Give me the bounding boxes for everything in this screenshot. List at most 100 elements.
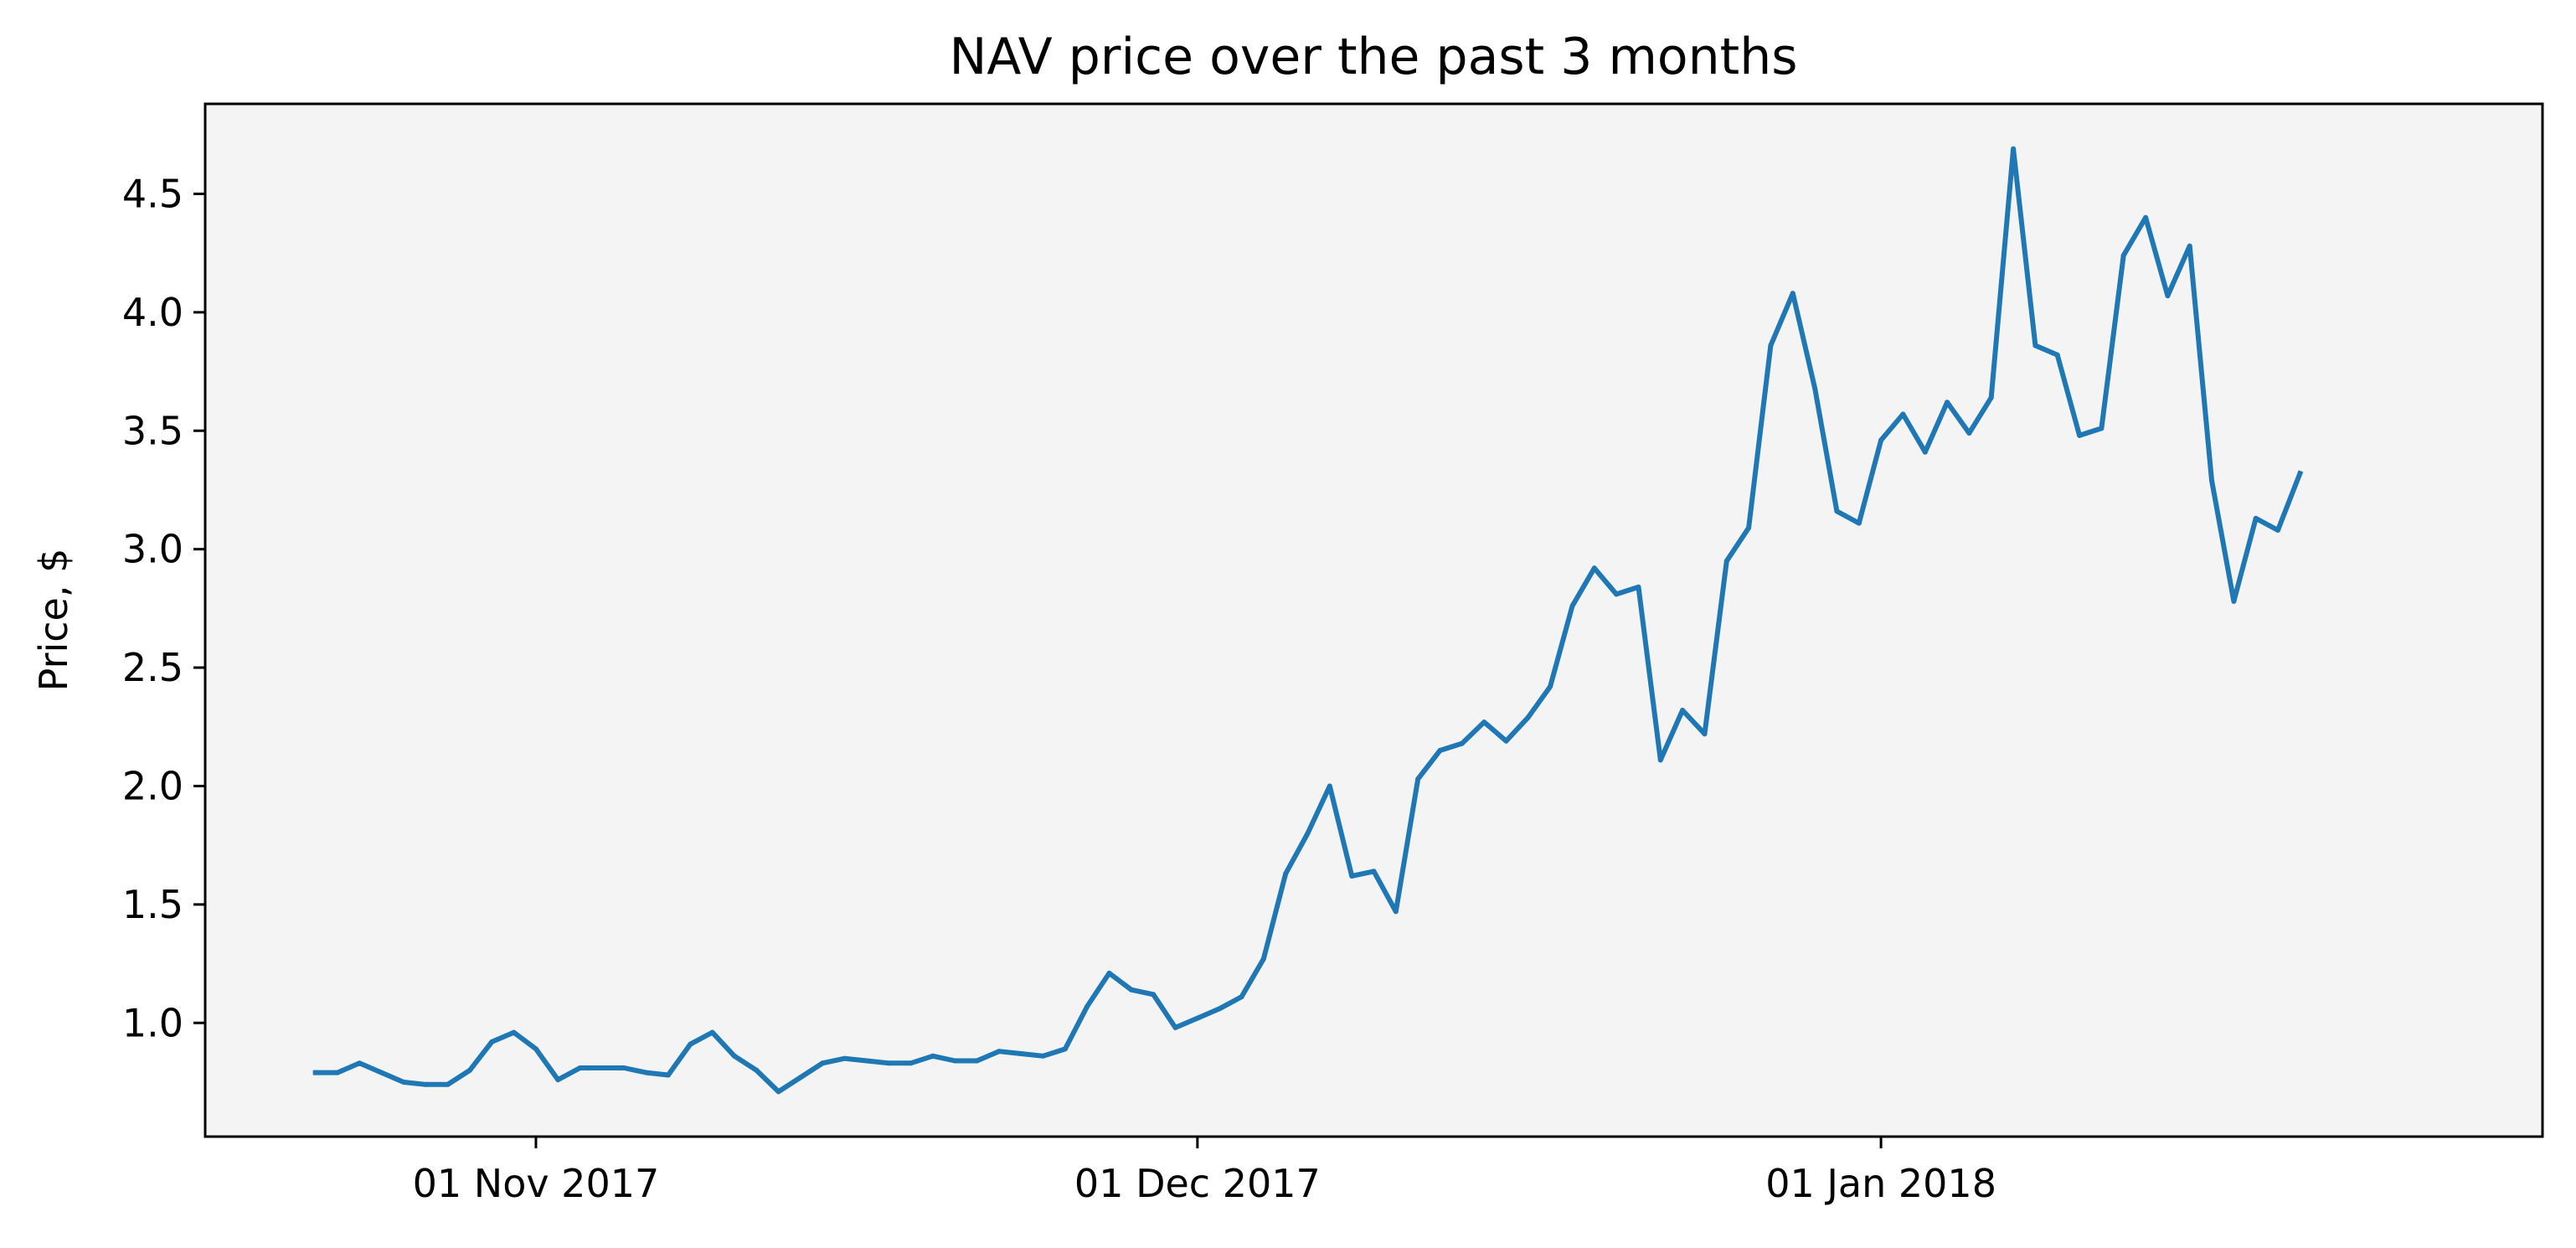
data-point	[820, 1060, 826, 1066]
data-point	[1812, 385, 1818, 391]
data-point	[2297, 471, 2303, 477]
plot-frame	[204, 102, 2544, 1138]
data-point	[1459, 740, 1465, 746]
data-point	[2120, 253, 2126, 258]
data-point	[2054, 352, 2060, 358]
data-point	[1327, 783, 1332, 789]
data-point	[1106, 970, 1112, 976]
data-point	[1856, 520, 1862, 526]
data-point	[1084, 1003, 1090, 1009]
y-axis-label: Price, $	[31, 549, 76, 692]
y-tick-label: 4.0	[122, 290, 183, 335]
data-point	[2209, 477, 2214, 483]
data-point	[379, 1070, 384, 1075]
data-point	[1922, 449, 1928, 455]
data-point	[863, 1058, 869, 1064]
data-point	[1680, 708, 1686, 713]
plot-area	[205, 104, 2543, 1137]
data-point	[1988, 395, 1994, 400]
data-point	[2032, 343, 2038, 348]
data-point	[731, 1053, 737, 1059]
y-tick-label: 4.5	[122, 171, 183, 216]
data-point	[1746, 525, 1752, 531]
data-point	[643, 1070, 649, 1075]
data-point	[511, 1029, 517, 1035]
data-point	[2231, 598, 2237, 604]
data-point	[908, 1060, 914, 1066]
data-point	[1415, 776, 1421, 781]
data-point	[1503, 738, 1509, 744]
data-point	[797, 1075, 803, 1080]
data-point	[996, 1049, 1002, 1055]
data-point	[1636, 584, 1641, 590]
data-point	[445, 1081, 451, 1087]
data-point	[1548, 683, 1553, 689]
data-point	[577, 1065, 583, 1070]
data-point	[1018, 1051, 1024, 1056]
data-point	[665, 1072, 671, 1078]
data-point	[1900, 411, 1906, 417]
data-point	[1966, 431, 1972, 436]
chart-title: NAV price over the past 3 months	[950, 28, 1798, 86]
data-point	[1217, 1006, 1223, 1012]
data-point	[599, 1065, 605, 1070]
data-point	[1239, 994, 1244, 1000]
data-point	[709, 1029, 715, 1035]
data-point	[335, 1070, 340, 1075]
data-point	[2099, 425, 2105, 431]
data-point	[1260, 956, 1266, 962]
y-tick-label: 1.0	[122, 1000, 183, 1045]
data-point	[1878, 437, 1884, 443]
data-point	[533, 1046, 538, 1052]
data-point	[1128, 987, 1134, 993]
data-point	[2077, 432, 2083, 438]
data-point	[1349, 873, 1355, 879]
data-point	[1194, 1015, 1200, 1021]
data-point	[555, 1077, 561, 1083]
data-point	[754, 1067, 760, 1073]
data-point	[1062, 1046, 1068, 1052]
y-tick-label: 3.0	[122, 527, 183, 572]
data-point	[1569, 603, 1575, 609]
data-point	[2165, 293, 2171, 299]
data-point	[688, 1041, 693, 1047]
data-point	[1591, 565, 1597, 571]
data-point	[775, 1089, 781, 1095]
data-point	[1945, 400, 1950, 405]
data-point	[489, 1039, 495, 1044]
data-point	[621, 1065, 627, 1070]
data-point	[312, 1070, 318, 1075]
data-point	[1172, 1024, 1178, 1030]
x-tick-label: 01 Nov 2017	[413, 1161, 660, 1206]
data-point	[930, 1053, 935, 1059]
data-point	[974, 1058, 980, 1064]
data-point	[842, 1055, 848, 1061]
data-point	[2011, 146, 2017, 152]
data-point	[1283, 871, 1289, 877]
data-point	[2253, 515, 2259, 521]
y-tick-label: 2.5	[122, 645, 183, 690]
data-point	[952, 1058, 958, 1064]
data-point	[1393, 909, 1399, 915]
data-point	[1040, 1053, 1046, 1059]
data-point	[1768, 343, 1774, 348]
data-point	[467, 1067, 472, 1073]
data-point	[1481, 719, 1487, 725]
data-point	[886, 1060, 892, 1066]
data-point	[1525, 714, 1531, 720]
data-point	[1305, 831, 1311, 836]
data-point	[423, 1081, 429, 1087]
data-point	[2187, 243, 2192, 249]
data-point	[2143, 214, 2149, 220]
data-point	[1151, 992, 1157, 998]
data-point	[1657, 757, 1663, 763]
data-point	[1723, 558, 1729, 564]
data-point	[1834, 508, 1840, 514]
data-point	[2275, 528, 2280, 533]
data-point	[357, 1060, 363, 1066]
data-point	[1614, 591, 1620, 597]
data-point	[401, 1080, 406, 1085]
data-point	[1371, 869, 1377, 874]
x-tick-label: 01 Dec 2017	[1074, 1161, 1321, 1206]
